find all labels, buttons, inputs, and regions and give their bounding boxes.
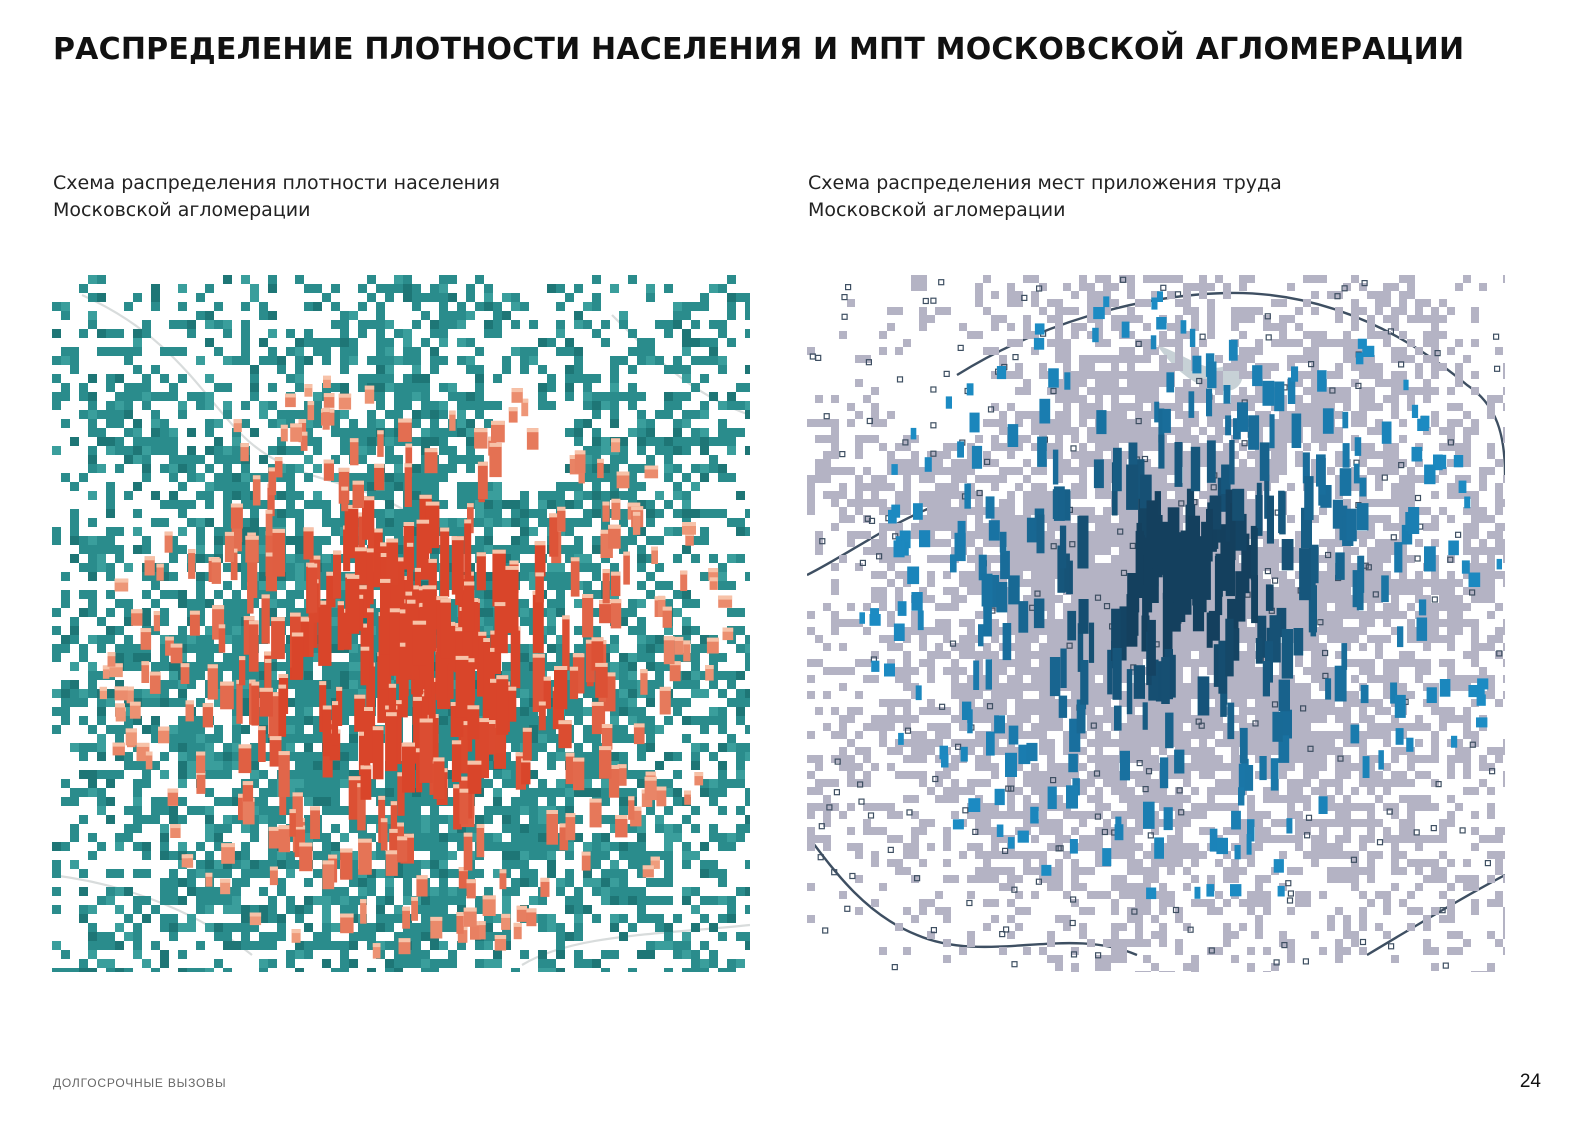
- left-caption-line1: Схема распределения плотности населения: [53, 172, 500, 194]
- left-caption-line2: Московской агломерации: [53, 199, 311, 221]
- page-title: РАСПРЕДЕЛЕНИЕ ПЛОТНОСТИ НАСЕЛЕНИЯ И МПТ …: [53, 32, 1465, 67]
- population-density-map-graphic: [52, 275, 750, 972]
- page-number: 24: [1519, 1071, 1541, 1092]
- workplaces-map[interactable]: [807, 275, 1505, 972]
- right-map-caption: Схема распределения мест приложения труд…: [808, 170, 1282, 224]
- left-map-caption: Схема распределения плотности населения …: [53, 170, 500, 224]
- population-density-map[interactable]: [52, 275, 750, 972]
- footer-section-label: ДОЛГОСРОЧНЫЕ ВЫЗОВЫ: [53, 1076, 227, 1090]
- right-caption-line1: Схема распределения мест приложения труд…: [808, 172, 1282, 194]
- right-caption-line2: Московской агломерации: [808, 199, 1066, 221]
- workplaces-map-graphic: [807, 275, 1505, 972]
